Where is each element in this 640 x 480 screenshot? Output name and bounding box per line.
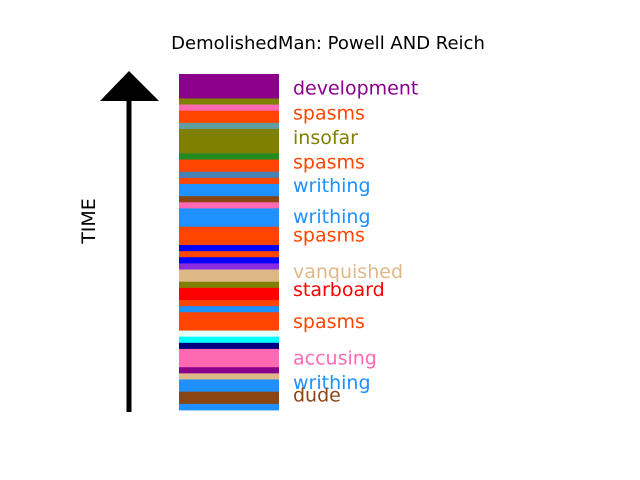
bar-segment (179, 300, 279, 307)
bar-segment (179, 251, 279, 258)
segment-label: writhing (293, 372, 371, 394)
bar-segment (179, 122, 279, 130)
bar-segment (179, 177, 279, 185)
segment-label: spasms (293, 225, 365, 247)
segment-label: writhing (293, 206, 371, 228)
timeline-bar (179, 74, 279, 411)
bar-segment (179, 208, 279, 228)
segment-label: starboard (293, 279, 385, 301)
bar-segment (179, 348, 279, 368)
bar-segment (179, 330, 279, 338)
bar-segment (179, 367, 279, 374)
segment-label: writhing (293, 175, 371, 197)
segment-labels: developmentspasmsinsofarspasmswrithingwr… (293, 77, 418, 406)
bar-segment (179, 245, 279, 252)
bar-segment (179, 287, 279, 301)
bar-segment (179, 202, 279, 209)
segment-label: spasms (293, 103, 365, 125)
bar-segment (179, 153, 279, 160)
bar-segment (179, 183, 279, 197)
bar-segment (179, 104, 279, 112)
bar-segment (179, 379, 279, 393)
segment-label: spasms (293, 311, 365, 333)
segment-label: insofar (293, 127, 358, 149)
bar-segment (179, 391, 279, 405)
bar-segment (179, 74, 279, 99)
bar-segment (179, 263, 279, 270)
bar-segment (179, 98, 279, 105)
bar-segment (179, 226, 279, 246)
bar-segment (179, 373, 279, 380)
bar-segment (179, 342, 279, 350)
y-axis-label: TIME (78, 198, 100, 245)
segment-label: vanquished (293, 261, 403, 283)
bar-segment (179, 312, 279, 331)
bar-segment (179, 306, 279, 313)
segment-label: dude (293, 385, 341, 407)
segment-label: spasms (293, 151, 365, 173)
segment-label: accusing (293, 348, 377, 370)
bar-segment (179, 336, 279, 344)
chart-title: DemolishedMan: Powell AND Reich (171, 33, 485, 54)
bar-segment (179, 171, 279, 179)
bar-segment (179, 269, 279, 283)
bar-segment (179, 403, 279, 411)
bar-segment (179, 257, 279, 264)
bar-segment (179, 159, 279, 173)
bar-segment (179, 110, 279, 124)
bar-segment (179, 128, 279, 154)
bar-segment (179, 196, 279, 203)
time-arrow-head (100, 71, 159, 101)
segment-label: development (293, 77, 418, 99)
bar-segment (179, 281, 279, 289)
